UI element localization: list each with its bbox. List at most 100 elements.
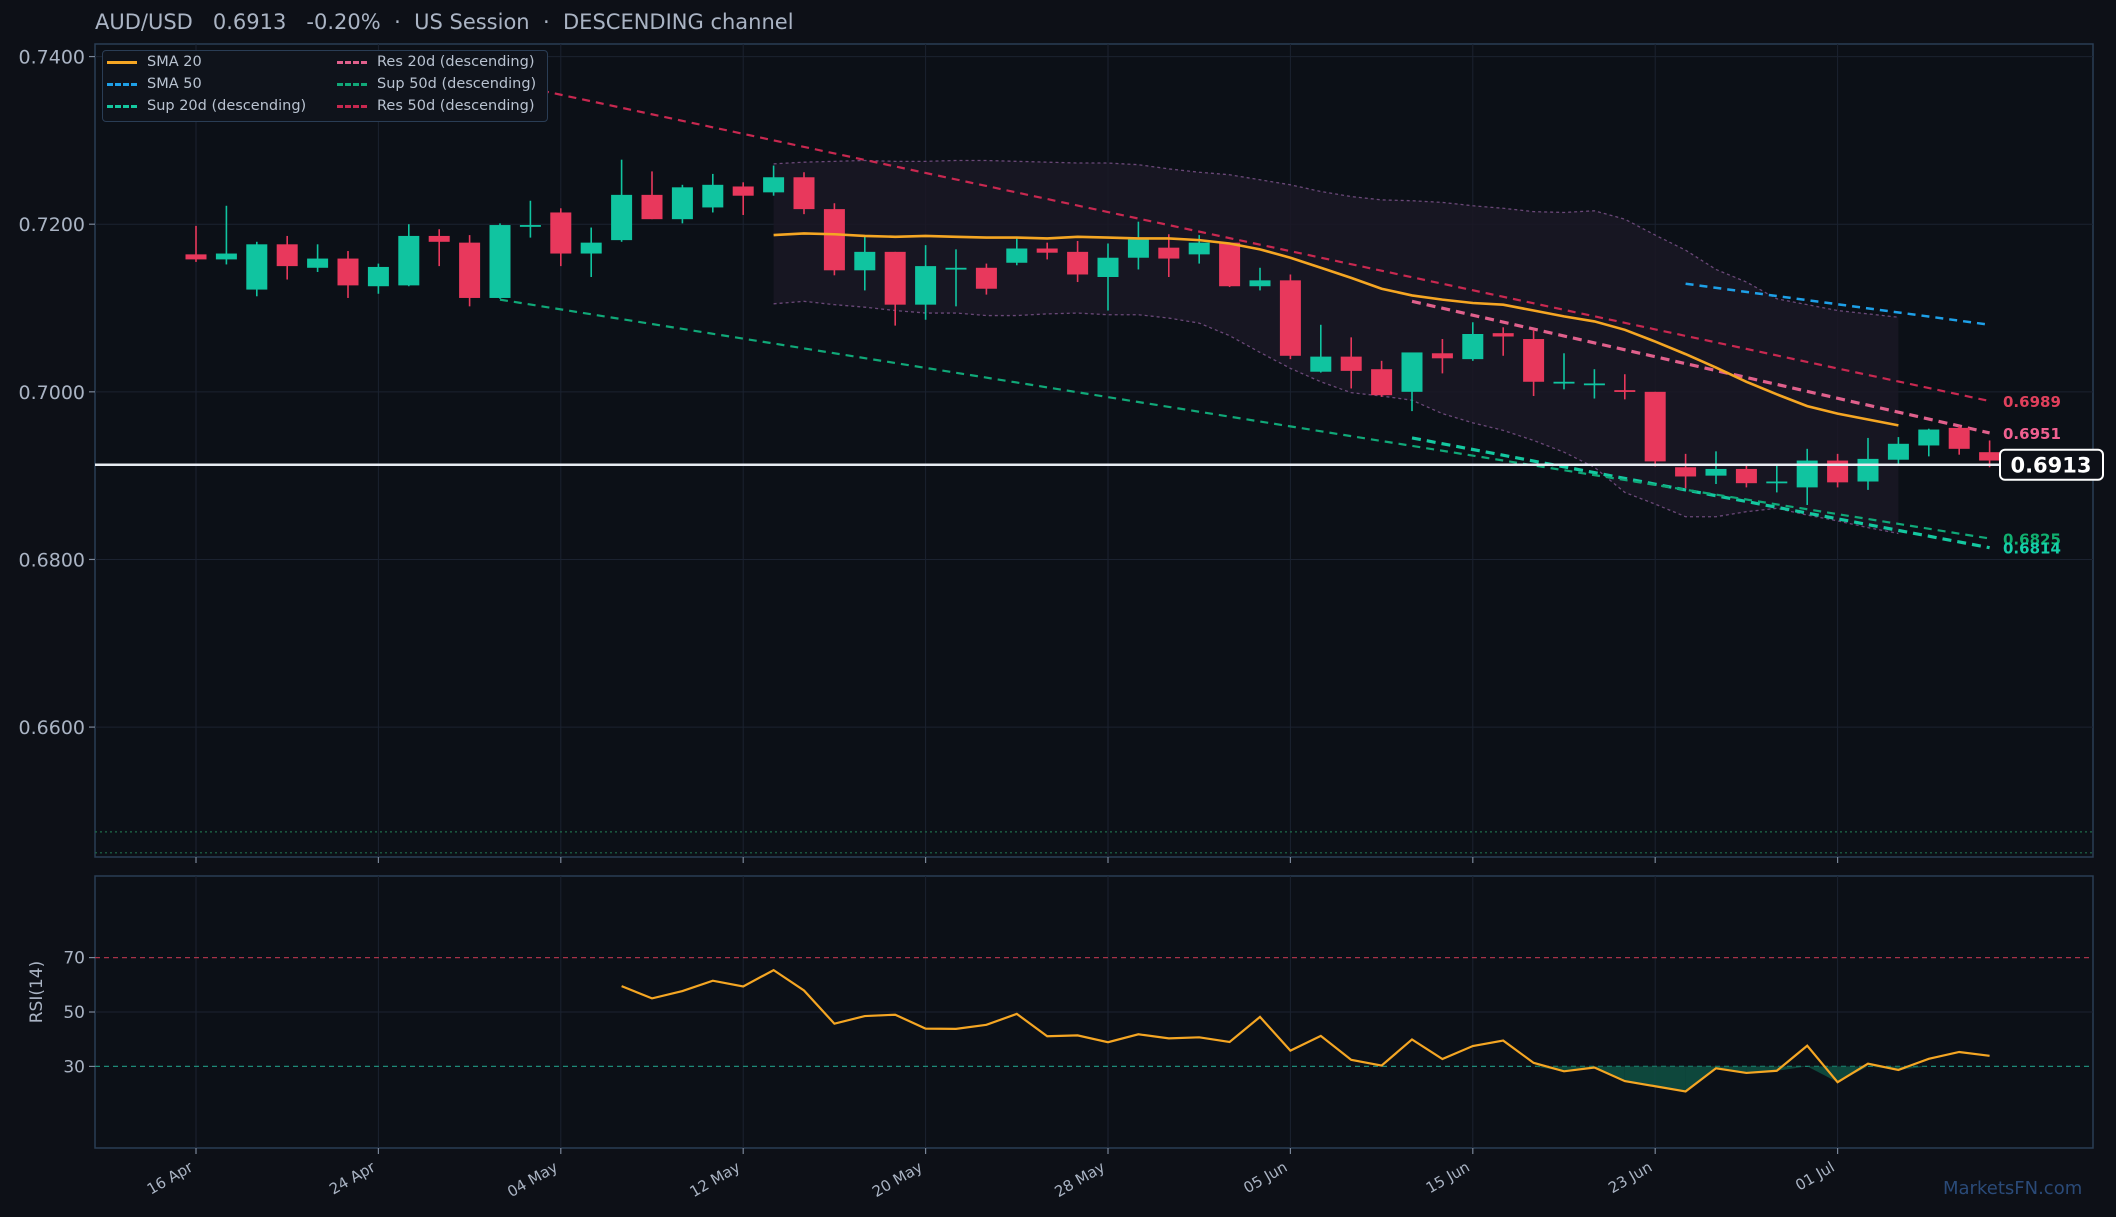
candle-body [1766,481,1788,484]
candle-body [1431,353,1453,359]
last-price-label: 0.6913 [2010,454,2091,478]
candle [1462,322,1484,361]
candle [215,205,237,265]
candle-body [1006,248,1028,263]
candle-body [1675,467,1697,477]
candle-body [884,251,906,305]
candle-body [823,209,845,271]
price-ytick-label: 0.7000 [19,382,85,404]
candle-body [1158,247,1180,259]
price-ytick-label: 0.7400 [19,47,85,69]
candle [1097,243,1119,311]
candle-body [1340,356,1362,371]
candle-body [276,244,298,267]
candle [398,224,420,287]
candle [1371,360,1393,397]
xtick-label: 05 Jun [1240,1158,1290,1197]
session-label: US Session [414,10,530,34]
candle-body [1188,242,1210,255]
symbol-label: AUD/USD [95,10,193,34]
candle [1705,451,1727,485]
candle [1431,339,1453,374]
xtick-label: 15 Jun [1423,1158,1473,1197]
separator-1: · [394,10,401,34]
candle-body [732,186,754,196]
rsi-ytick-label: 50 [63,1003,85,1023]
sma20-line [773,232,1899,427]
candle-body [1492,333,1514,337]
candle [1766,465,1788,493]
candle [611,159,633,242]
price-label: 0.6913 [212,10,287,34]
candle-body [1523,339,1545,382]
legend-swatch-sup50 [337,82,367,86]
band-upper [773,159,1899,318]
rsi-oversold-fill [1837,1066,1868,1083]
candle [1583,369,1605,399]
candle [580,227,602,278]
candle-body [215,253,237,260]
candle-body [1127,239,1149,258]
candle [732,182,754,215]
xtick-label: 16 Apr [144,1157,197,1198]
legend-swatch-sup20 [107,104,137,108]
candle [1127,221,1149,270]
candle-body [854,251,876,271]
candle [641,171,663,220]
candle-body [793,177,815,210]
candle [1006,236,1028,266]
legend-swatch-sma20 [107,60,137,64]
candle-body [580,242,602,254]
change-label: -0.20% [306,10,381,34]
candle-body [519,225,541,227]
candle-body [1401,352,1423,392]
last-price-badge [1999,448,2104,481]
candle [1675,453,1697,489]
candle [823,203,845,276]
candle [854,235,876,291]
candle [1553,353,1575,390]
candle [1158,234,1180,278]
xtick-label: 23 Jun [1605,1158,1655,1197]
rsi-oversold-fill [1776,1066,1808,1071]
candle [367,263,389,294]
candle [1614,374,1636,400]
line-series-1 [1411,299,1990,435]
candle-body [550,212,572,254]
xtick-label: 28 May [1051,1158,1108,1201]
legend-swatch-res50 [337,104,367,108]
candle-body [1279,280,1301,356]
legend-item-sma50: SMA 50 [107,76,202,92]
candle-body [1948,427,1970,449]
candle-body [398,235,420,286]
chart-header: AUD/USD 0.6913 -0.20% · US Session · DES… [95,10,794,34]
xtick-label: 04 May [504,1158,561,1201]
candle-body [763,177,785,193]
candle [1219,242,1241,288]
candle [1249,267,1271,291]
candle-body [702,184,724,208]
candle [185,225,207,262]
candle [793,172,815,215]
candle [1310,324,1332,373]
candle [975,263,997,295]
candle [307,244,329,272]
candle [671,184,693,224]
end-value-label: 0.6951 [2003,425,2061,443]
candle-body [1371,369,1393,396]
candle [884,251,906,326]
legend-swatch-res20 [337,60,367,64]
xtick-label: 01 Jul [1792,1158,1837,1195]
legend-item-sma20: SMA 20 [107,54,202,70]
candle-body [459,242,481,298]
rsi-ytick-label: 30 [63,1057,85,1077]
separator-2: · [542,10,550,34]
candle [915,245,937,320]
legend-item-res50: Res 50d (descending) [337,98,534,114]
candle-body [337,258,359,286]
candle [1492,327,1514,356]
candle-body [1462,333,1484,360]
candle [1340,337,1362,389]
candle [428,229,450,267]
